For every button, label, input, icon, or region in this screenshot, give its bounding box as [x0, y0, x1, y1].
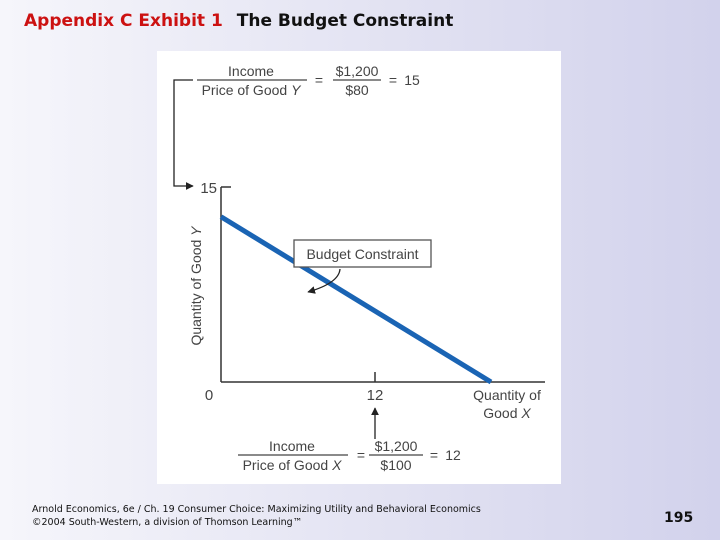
exhibit-label: Appendix C Exhibit 1 — [24, 11, 223, 31]
x-formula-value-numerator: $1,200 — [375, 438, 418, 454]
x-formula-equals-2: = — [430, 447, 438, 463]
budget-label: Budget Constraint — [306, 246, 418, 262]
budget-constraint-chart: Income Price of Good Y = $1,200 $80 = 15… — [173, 63, 545, 473]
x-formula-value-denominator: $100 — [380, 457, 411, 473]
x-formula-equals-1: = — [357, 447, 365, 463]
x-formula-numerator: Income — [269, 438, 315, 454]
y-axis-label: Quantity of Good Y — [188, 225, 204, 346]
chart-panel: Income Price of Good Y = $1,200 $80 = 15… — [157, 51, 561, 484]
y-formula-equals-2: = — [389, 72, 397, 88]
budget-label-box — [293, 239, 432, 268]
x-intercept-formula: Income Price of Good X = $1,200 $100 = 1… — [238, 438, 461, 473]
budget-constraint-line — [219, 214, 493, 385]
y-intercept-arrow — [173, 79, 194, 190]
footer-line-2: ©2004 South-Western, a division of Thoms… — [32, 517, 303, 528]
budget-label-arrow — [307, 268, 341, 294]
x-tick-label-0: 0 — [205, 387, 213, 404]
footer-credit: Arnold Economics, 6e / Ch. 19 Consumer C… — [32, 503, 481, 529]
y-formula-denominator: Price of Good Y — [202, 82, 303, 98]
y-formula-numerator: Income — [228, 63, 274, 79]
y-formula-equals-1: = — [315, 72, 323, 88]
x-tick-label-12: 12 — [367, 387, 384, 404]
y-formula-value-numerator: $1,200 — [336, 63, 379, 79]
slide-title: Appendix C Exhibit 1 The Budget Constrain… — [24, 11, 453, 31]
x-axis-label-line1: Quantity of — [473, 387, 541, 403]
footer-line-1: Arnold Economics, 6e / Ch. 19 Consumer C… — [32, 504, 481, 515]
y-tick-label-15: 15 — [200, 180, 217, 197]
y-formula-value-denominator: $80 — [345, 82, 369, 98]
x-formula-result: 12 — [445, 447, 461, 463]
page-number: 195 — [664, 510, 694, 526]
x-formula-denominator: Price of Good X — [243, 457, 343, 473]
y-intercept-formula: Income Price of Good Y = $1,200 $80 = 15 — [197, 63, 420, 98]
y-formula-result: 15 — [404, 72, 420, 88]
chart-title: The Budget Constraint — [236, 11, 454, 31]
x-axis-label-line2: Good X — [483, 405, 531, 421]
